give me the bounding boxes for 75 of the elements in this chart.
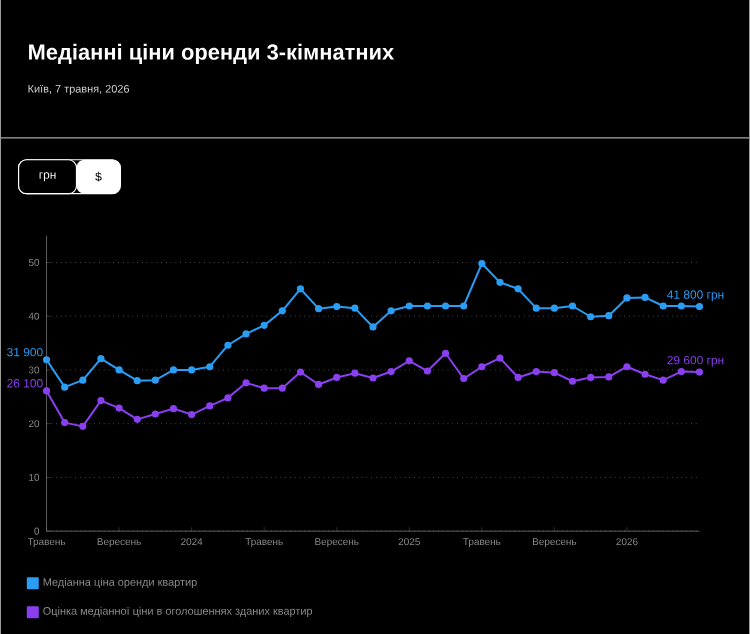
point bbox=[659, 301, 667, 310]
point bbox=[242, 329, 250, 338]
point bbox=[224, 341, 232, 349]
point bbox=[188, 365, 196, 374]
point bbox=[351, 304, 359, 312]
point bbox=[42, 355, 51, 363]
point bbox=[423, 301, 432, 310]
point bbox=[387, 367, 395, 375]
point bbox=[369, 373, 377, 382]
point bbox=[532, 304, 540, 312]
point bbox=[133, 415, 141, 423]
point bbox=[460, 374, 468, 382]
point bbox=[61, 383, 69, 391]
point bbox=[97, 396, 105, 404]
point bbox=[423, 366, 432, 375]
point bbox=[405, 301, 413, 310]
point bbox=[695, 302, 704, 310]
point bbox=[478, 362, 486, 370]
point bbox=[478, 259, 486, 267]
point bbox=[260, 321, 268, 329]
point bbox=[97, 354, 105, 362]
point bbox=[115, 365, 123, 374]
point bbox=[496, 278, 504, 286]
point bbox=[133, 376, 141, 384]
point bbox=[677, 367, 685, 375]
point bbox=[641, 293, 649, 301]
point bbox=[169, 404, 178, 412]
point bbox=[623, 362, 631, 370]
point bbox=[296, 284, 305, 292]
point bbox=[278, 384, 286, 392]
point bbox=[550, 304, 558, 312]
point bbox=[623, 293, 631, 302]
point bbox=[333, 373, 341, 381]
point bbox=[369, 322, 377, 331]
point bbox=[351, 369, 359, 377]
point bbox=[605, 372, 613, 381]
point bbox=[115, 404, 123, 412]
point bbox=[296, 368, 305, 376]
point bbox=[278, 306, 286, 314]
point bbox=[206, 401, 214, 410]
point bbox=[151, 376, 159, 384]
point bbox=[605, 311, 613, 319]
point bbox=[387, 306, 395, 314]
point bbox=[333, 302, 341, 310]
point bbox=[441, 301, 450, 310]
point bbox=[206, 362, 214, 370]
point bbox=[79, 376, 87, 384]
point bbox=[514, 284, 522, 292]
point bbox=[641, 370, 649, 378]
point bbox=[61, 418, 69, 426]
point bbox=[224, 393, 232, 402]
point bbox=[42, 386, 51, 395]
point bbox=[242, 378, 250, 386]
point bbox=[568, 377, 577, 385]
point bbox=[568, 301, 577, 310]
point bbox=[315, 380, 323, 388]
point bbox=[532, 367, 540, 375]
point bbox=[659, 376, 667, 384]
point bbox=[260, 384, 268, 392]
point bbox=[587, 373, 595, 381]
point bbox=[550, 368, 558, 376]
point bbox=[79, 422, 87, 430]
point bbox=[677, 301, 685, 310]
point bbox=[188, 410, 196, 418]
point bbox=[405, 356, 413, 364]
point bbox=[151, 409, 159, 418]
point bbox=[514, 373, 522, 381]
point bbox=[587, 312, 595, 320]
point bbox=[441, 349, 450, 357]
point bbox=[695, 368, 704, 376]
point bbox=[315, 304, 323, 312]
chart-title: Медіанні ціни оренди 3-кімнатних bbox=[29, 43, 395, 64]
point bbox=[460, 301, 468, 310]
point bbox=[496, 354, 504, 362]
point bbox=[169, 365, 178, 374]
